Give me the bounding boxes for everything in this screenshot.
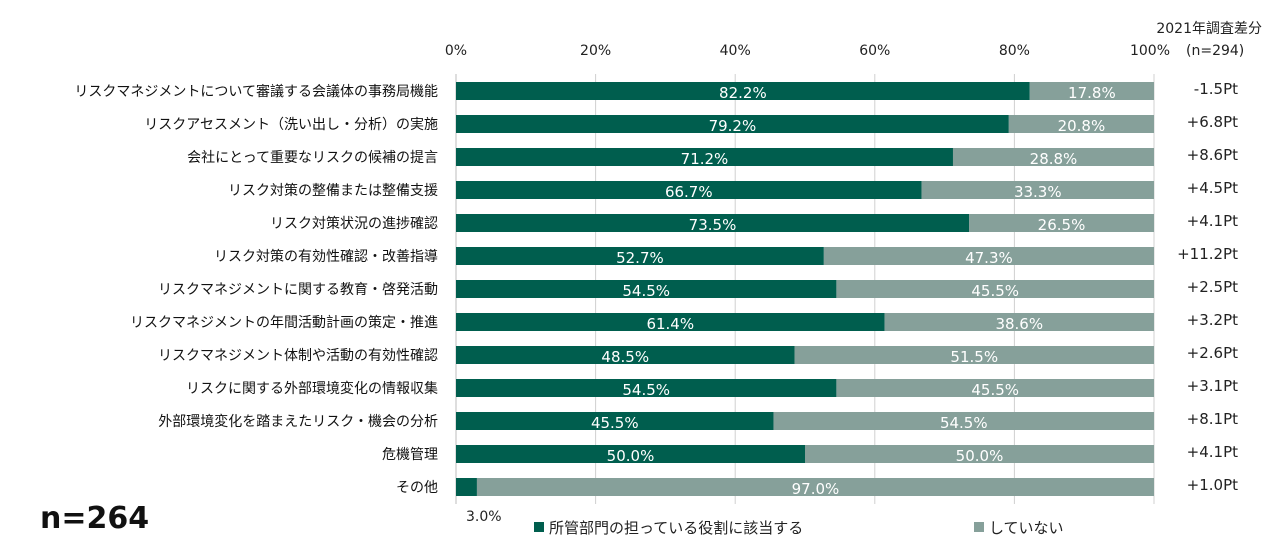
legend-label-role: 所管部門の担っている役割に該当する (549, 519, 803, 537)
bar-value-label: 50.0% (607, 447, 655, 465)
diff-value: +4.1Pt (1187, 212, 1238, 230)
legend: 所管部門の担っている役割に該当する していない (534, 519, 1064, 537)
bar-role (456, 181, 922, 199)
bar-value-label: 20.8% (1058, 117, 1106, 135)
diff-value: +6.8Pt (1187, 113, 1238, 131)
bar-value-label: 51.5% (950, 348, 998, 366)
bar-value-label: 54.5% (622, 282, 670, 300)
legend-swatch-not (974, 522, 984, 532)
bar-role (456, 280, 837, 298)
legend-label-not: していない (989, 519, 1064, 537)
category-label: その他 (396, 480, 438, 496)
bar-not (476, 478, 1154, 496)
bar-value-label: 33.3% (1014, 183, 1062, 201)
bar-value-label: 73.5% (689, 216, 737, 234)
bar-value-label: 45.5% (591, 414, 639, 432)
category-label: リスクマネジメントについて審議する会議体の事務局機能 (74, 83, 438, 100)
bar-role (456, 412, 774, 430)
category-label: リスク対策の有効性確認・改善指導 (214, 248, 438, 265)
bar-not (836, 280, 1154, 298)
bar-role (456, 445, 805, 463)
x-tick-label: 80% (999, 43, 1030, 59)
diff-value: +2.6Pt (1187, 344, 1238, 362)
previous-sample-size: (n=294) (1186, 43, 1244, 59)
category-label: 外部環境変化を踏まえたリスク・機会の分析 (158, 413, 438, 430)
x-tick-label: 20% (580, 43, 611, 59)
bar-not (969, 214, 1154, 232)
bar-value-label: 26.5% (1038, 216, 1086, 234)
category-label: リスクに関する外部環境変化の情報収集 (186, 380, 438, 397)
diff-value: +1.0Pt (1187, 476, 1238, 494)
bar-role (456, 346, 795, 364)
bar-not (805, 445, 1154, 463)
bar-role (456, 115, 1009, 133)
bar-role (456, 478, 477, 496)
bar-value-label: 50.0% (956, 447, 1004, 465)
bar-role (456, 379, 837, 397)
diff-value: +2.5Pt (1187, 278, 1238, 296)
bar-value-label: 47.3% (965, 249, 1013, 267)
bars: 82.2% 17.8% 79.2% 20.8% 71.2% 28.8% 66.7% 33.3%… (456, 82, 1154, 498)
bar-value-label: 61.4% (646, 315, 694, 333)
bar-value-label: 71.2% (681, 150, 729, 168)
diff-value: +8.6Pt (1187, 146, 1238, 164)
category-label: リスクアセスメント（洗い出し・分析）の実施 (144, 117, 438, 133)
category-label: 会社にとって重要なリスクの候補の提言 (187, 150, 438, 166)
bar-not (921, 181, 1154, 199)
category-label: リスク対策状況の進捗確認 (270, 215, 438, 232)
x-tick-label: 60% (859, 43, 890, 59)
bar-role (456, 313, 885, 331)
bar-value-label: 45.5% (971, 282, 1019, 300)
diff-column: -1.5Pt +6.8Pt +8.6Pt +4.5Pt +4.1Pt +11.2Pt +2.… (1177, 80, 1238, 494)
bar-value-label: 38.6% (995, 315, 1043, 333)
bar-value-label: 97.0% (792, 480, 840, 498)
diff-value: +4.1Pt (1187, 443, 1238, 461)
diff-header: 2021年調査差分 (1156, 21, 1262, 37)
bar-not (773, 412, 1154, 430)
x-tick-label: 40% (720, 43, 751, 59)
bar-value-label: 52.7% (616, 249, 664, 267)
category-label: リスク対策の整備または整備支援 (228, 182, 438, 199)
diff-value: +8.1Pt (1187, 410, 1238, 428)
x-tick-label: 0% (445, 43, 467, 59)
bar-not (1008, 115, 1154, 133)
bar-value-label: 66.7% (665, 183, 713, 201)
bar-not (1029, 82, 1154, 100)
bar-value-label: 28.8% (1030, 150, 1078, 168)
other-role-value-label: 3.0% (466, 509, 502, 525)
bar-role (456, 148, 953, 166)
bar-value-label: 45.5% (971, 381, 1019, 399)
bar-not (884, 313, 1154, 331)
bar-value-label: 54.5% (940, 414, 988, 432)
bar-value-label: 54.5% (622, 381, 670, 399)
bar-value-label: 82.2% (719, 84, 767, 102)
diff-value: +3.1Pt (1187, 377, 1238, 395)
bar-role (456, 214, 970, 232)
sample-size: n=264 (40, 501, 149, 536)
category-label: リスクマネジメントに関する教育・啓発活動 (158, 282, 438, 298)
diff-value: +3.2Pt (1187, 311, 1238, 329)
legend-swatch-role (534, 522, 544, 532)
bar-not (823, 247, 1154, 265)
category-label: リスクマネジメント体制や活動の有効性確認 (158, 348, 438, 364)
diff-value: -1.5Pt (1194, 80, 1238, 98)
x-tick-label: 100% (1130, 43, 1170, 59)
bar-not (794, 346, 1154, 364)
bar-value-label: 79.2% (709, 117, 757, 135)
bar-value-label: 48.5% (601, 348, 649, 366)
category-label: リスクマネジメントの年間活動計画の策定・推進 (130, 314, 438, 331)
diff-value: +11.2Pt (1177, 245, 1238, 263)
category-label: 危機管理 (382, 447, 438, 463)
bar-role (456, 82, 1030, 100)
bar-not (836, 379, 1154, 397)
diff-value: +4.5Pt (1187, 179, 1238, 197)
bar-role (456, 247, 824, 265)
bar-value-label: 17.8% (1068, 84, 1116, 102)
category-labels: リスクマネジメントについて審議する会議体の事務局機能リスクアセスメント（洗い出し… (74, 83, 438, 496)
x-axis-ticks: 0% 20% 40% 60% 80% 100% (445, 43, 1170, 59)
bar-not (952, 148, 1154, 166)
